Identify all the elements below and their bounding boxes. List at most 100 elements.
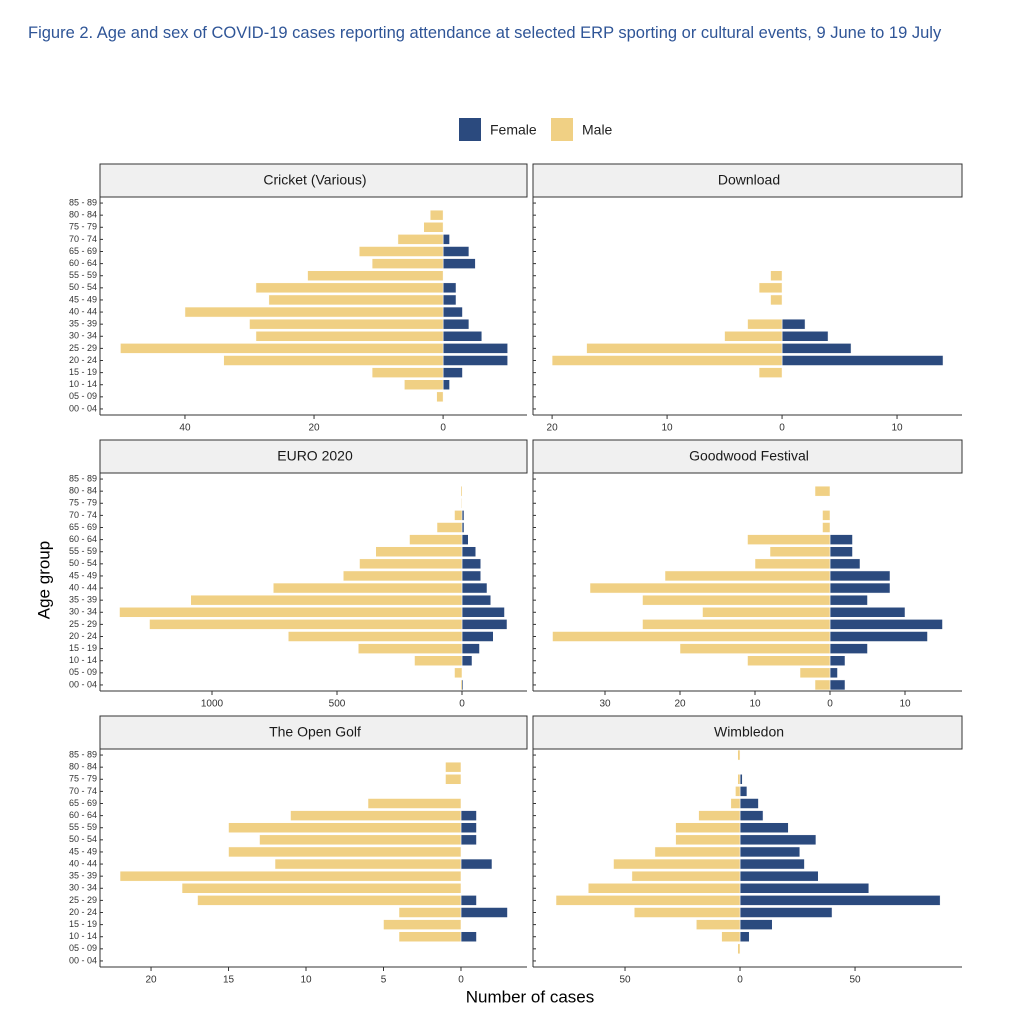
male-bar bbox=[120, 343, 444, 354]
male-bar bbox=[228, 846, 462, 858]
female-bar bbox=[442, 355, 508, 366]
panel-strip bbox=[532, 715, 963, 750]
female-bar bbox=[461, 546, 476, 557]
female-bar bbox=[829, 655, 846, 666]
y-tick-label: 40 - 44 bbox=[69, 858, 97, 868]
male-bar bbox=[190, 594, 463, 606]
male-bar bbox=[696, 919, 741, 930]
x-tick-label: 0 bbox=[440, 423, 446, 434]
female-bar bbox=[781, 331, 829, 342]
male-bar bbox=[259, 834, 462, 846]
figure-title: Figure 2. Age and sex of COVID-19 cases … bbox=[28, 24, 942, 42]
y-tick-label: 10 - 14 bbox=[69, 379, 97, 389]
male-bar bbox=[409, 534, 463, 545]
male-bar bbox=[702, 607, 831, 618]
male-bar bbox=[423, 222, 444, 233]
female-bar bbox=[781, 355, 944, 366]
y-tick-label: 70 - 74 bbox=[69, 234, 97, 244]
y-tick-label: 65 - 69 bbox=[69, 798, 97, 808]
male-bar bbox=[721, 931, 741, 942]
male-bar bbox=[375, 546, 463, 557]
male-bar bbox=[461, 498, 463, 509]
female-bar bbox=[461, 607, 505, 618]
male-bar bbox=[631, 870, 741, 882]
female-bar bbox=[461, 643, 480, 654]
legend-label: Male bbox=[582, 122, 613, 138]
male-bar bbox=[460, 679, 463, 691]
male-bar bbox=[654, 846, 741, 858]
panel-strip bbox=[532, 439, 963, 474]
male-bar bbox=[398, 907, 462, 918]
y-tick-label: 35 - 39 bbox=[69, 871, 97, 881]
male-bar bbox=[184, 306, 444, 318]
male-bar bbox=[589, 582, 831, 594]
female-bar bbox=[829, 594, 868, 606]
male-bar bbox=[404, 379, 444, 390]
x-tick-label: 30 bbox=[599, 699, 611, 710]
female-bar bbox=[739, 858, 805, 870]
male-bar bbox=[551, 355, 783, 366]
male-bar bbox=[633, 907, 741, 918]
female-bar bbox=[829, 643, 868, 654]
female-bar bbox=[442, 246, 470, 257]
x-tick-label: 5 bbox=[381, 975, 387, 986]
x-tick-label: 20 bbox=[547, 423, 559, 434]
male-bar bbox=[770, 270, 783, 281]
male-bar bbox=[737, 749, 741, 761]
y-tick-label: 30 - 34 bbox=[69, 883, 97, 893]
female-bar bbox=[460, 931, 477, 942]
female-bar bbox=[460, 810, 477, 821]
x-axis-label: Number of cases bbox=[466, 987, 595, 1006]
y-tick-label: 70 - 74 bbox=[69, 510, 97, 520]
legend-swatch bbox=[551, 118, 573, 141]
female-bar bbox=[442, 367, 463, 378]
male-bar bbox=[730, 798, 741, 809]
male-bar bbox=[274, 858, 462, 870]
female-bar bbox=[739, 774, 743, 785]
male-bar bbox=[383, 919, 462, 930]
male-bar bbox=[642, 619, 831, 630]
y-tick-label: 20 - 24 bbox=[69, 631, 97, 641]
female-bar bbox=[829, 558, 861, 570]
legend-swatch bbox=[459, 118, 481, 141]
male-bar bbox=[664, 570, 831, 582]
female-bar bbox=[829, 534, 853, 545]
female-bar bbox=[829, 546, 853, 557]
female-bar bbox=[739, 834, 817, 846]
panel-title: The Open Golf bbox=[269, 724, 361, 740]
x-tick-label: 0 bbox=[458, 975, 464, 986]
y-tick-label: 25 - 29 bbox=[69, 343, 97, 353]
male-bar bbox=[371, 367, 444, 378]
y-axis-label: Age group bbox=[34, 541, 53, 619]
y-tick-label: 40 - 44 bbox=[69, 306, 97, 316]
male-bar bbox=[675, 822, 741, 833]
female-bar bbox=[739, 870, 819, 882]
x-tick-label: 0 bbox=[779, 423, 785, 434]
x-tick-label: 50 bbox=[849, 975, 861, 986]
y-tick-label: 40 - 44 bbox=[69, 582, 97, 592]
y-tick-label: 50 - 54 bbox=[69, 558, 97, 568]
y-tick-label: 15 - 19 bbox=[69, 367, 97, 377]
y-tick-label: 25 - 29 bbox=[69, 619, 97, 629]
y-tick-label: 80 - 84 bbox=[69, 762, 97, 772]
female-bar bbox=[442, 282, 457, 294]
y-tick-label: 20 - 24 bbox=[69, 355, 97, 365]
male-bar bbox=[822, 510, 831, 521]
male-bar bbox=[371, 258, 444, 269]
female-bar bbox=[460, 858, 493, 870]
male-bar bbox=[429, 209, 444, 221]
x-tick-label: 50 bbox=[619, 975, 631, 986]
male-bar bbox=[197, 895, 462, 906]
male-bar bbox=[747, 318, 783, 330]
x-tick-label: 0 bbox=[827, 699, 833, 710]
male-bar bbox=[586, 343, 783, 354]
panel-strip bbox=[99, 439, 528, 474]
male-bar bbox=[747, 534, 831, 545]
male-bar bbox=[770, 294, 783, 306]
male-bar bbox=[119, 607, 463, 618]
male-bar bbox=[367, 798, 462, 809]
female-bar bbox=[461, 631, 494, 642]
male-bar bbox=[249, 318, 444, 330]
